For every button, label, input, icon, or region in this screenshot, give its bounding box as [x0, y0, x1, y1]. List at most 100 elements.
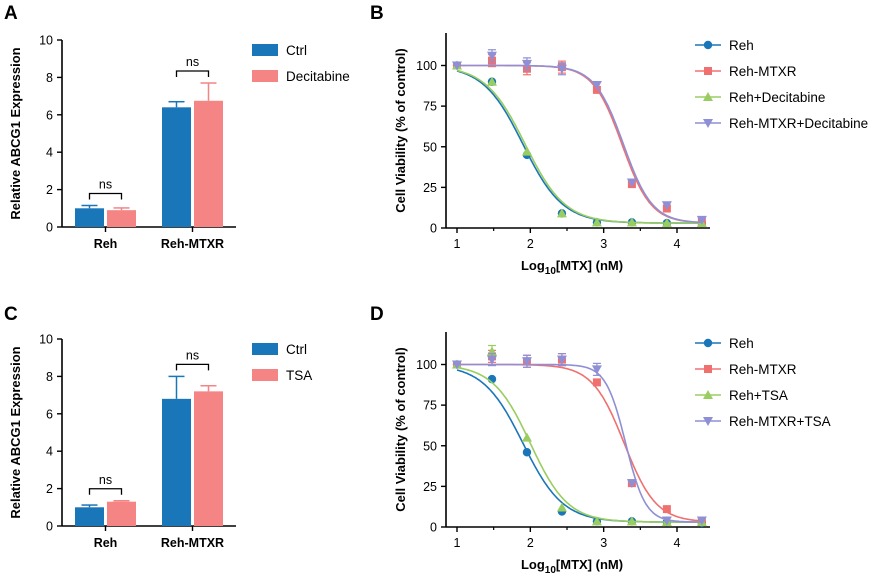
category-label: Reh	[94, 536, 118, 550]
data-point	[522, 448, 532, 457]
data-point	[452, 61, 462, 71]
panel-letter: C	[4, 304, 18, 325]
data-point	[592, 378, 601, 387]
legend-item: Reh-MTXR+TSA	[695, 414, 831, 429]
x-axis-label-part: [MTX] (nM)	[556, 557, 623, 572]
data-point	[591, 217, 602, 227]
fit-curve	[456, 369, 701, 523]
legend-item: Reh-MTXR	[695, 362, 797, 377]
significance-bracket	[88, 192, 123, 200]
legend-label: Decitabine	[286, 69, 350, 84]
data-point	[556, 208, 567, 218]
bar	[194, 100, 223, 227]
y-axis-label: Cell Viability (% of control)	[393, 347, 408, 511]
significance-label: ns	[99, 177, 112, 191]
bar	[194, 391, 223, 526]
data-point	[704, 67, 712, 75]
legend-label: Reh	[729, 336, 754, 351]
legend-item: Reh+TSA	[695, 388, 788, 403]
panel-letter: A	[4, 3, 18, 24]
fit-curve	[456, 366, 701, 523]
y-axis-label: Cell Viability (% of control)	[393, 48, 408, 212]
x-tick-label: 2	[527, 536, 534, 550]
legend-item: Reh	[695, 38, 754, 53]
data-point	[591, 516, 602, 526]
data-point	[452, 360, 462, 370]
data-point	[591, 81, 602, 90]
y-tick-label: 2	[46, 183, 53, 197]
data-point	[521, 432, 532, 442]
data-point	[626, 217, 637, 227]
panel-letter: D	[370, 304, 384, 325]
data-point	[521, 357, 532, 367]
legend-label: Reh+TSA	[729, 388, 788, 403]
significance-bracket	[175, 70, 210, 78]
y-tick-label: 0	[430, 222, 437, 236]
data-point	[703, 338, 713, 348]
significance-bracket	[88, 488, 123, 495]
data-point	[486, 76, 497, 86]
x-axis-label-part: Log	[521, 557, 545, 572]
data-point	[703, 119, 713, 128]
legend-item: Reh	[695, 336, 754, 351]
data-point	[626, 479, 637, 489]
y-tick-label: 0	[430, 521, 437, 535]
y-tick-label: 0	[46, 221, 53, 235]
data-point	[521, 146, 532, 156]
panel-c: C 0 2 4 6 8 10 Relative ABCG1 Expression Reh ns Re…	[4, 304, 312, 550]
legend-item: Reh-MTXR+Decitabine	[695, 116, 868, 131]
fit-curve	[457, 64, 701, 224]
y-tick-label: 8	[46, 71, 53, 85]
significance-bracket	[175, 363, 210, 371]
fit-curve	[456, 70, 701, 224]
bar	[162, 107, 191, 227]
legend-item: Reh-MTXR	[695, 64, 797, 79]
data-point	[556, 355, 567, 365]
legend-label: Reh-MTXR	[729, 362, 797, 377]
y-tick-label: 6	[46, 407, 53, 421]
x-axis-label-subscript: 10	[545, 565, 557, 576]
legend-swatch	[252, 343, 278, 355]
data-point	[556, 502, 567, 512]
y-tick-label: 10	[39, 333, 53, 347]
y-tick-label: 0	[46, 520, 53, 534]
data-point	[662, 505, 671, 514]
data-point	[704, 365, 712, 373]
y-axis-label: Relative ABCG1 Expression	[8, 47, 23, 219]
x-axis-label: Log10[MTX] (nM)	[521, 258, 623, 277]
y-tick-label: 2	[46, 482, 53, 496]
significance-label: ns	[99, 473, 112, 487]
category-label: Reh-MTXR	[161, 536, 224, 550]
data-point	[703, 417, 713, 426]
panel-a: A 0 2 4 6 8 10 Relative ABCG1 Expression Reh ns Re…	[4, 3, 350, 251]
bar	[162, 398, 191, 526]
data-point	[626, 178, 637, 188]
significance-label: ns	[186, 348, 199, 362]
legend-label: Reh-MTXR	[729, 64, 797, 79]
x-tick-label: 4	[674, 536, 681, 550]
x-tick-label: 4	[674, 237, 681, 251]
data-point	[556, 64, 567, 74]
x-tick-label: 1	[454, 237, 461, 251]
y-tick-label: 75	[423, 100, 437, 114]
x-axis-label: Log10[MTX] (nM)	[521, 557, 623, 576]
legend-label: Ctrl	[286, 342, 307, 357]
data-point	[661, 201, 672, 211]
x-tick-label: 1	[454, 536, 461, 550]
series-reh-mtxr-decitabine	[452, 49, 707, 225]
y-tick-label: 25	[423, 480, 437, 494]
data-point	[626, 516, 637, 526]
y-tick-label: 50	[423, 140, 437, 154]
data-point	[703, 390, 713, 399]
y-tick-label: 100	[416, 59, 437, 73]
y-tick-label: 25	[423, 181, 437, 195]
y-tick-label: 4	[46, 445, 53, 459]
bar	[107, 501, 136, 526]
legend-label: Reh-MTXR+Decitabine	[729, 116, 868, 131]
data-point	[661, 516, 672, 526]
data-point	[486, 51, 497, 61]
x-axis-label-part: Log	[521, 258, 545, 273]
x-tick-label: 3	[600, 237, 607, 251]
data-point	[696, 516, 707, 526]
